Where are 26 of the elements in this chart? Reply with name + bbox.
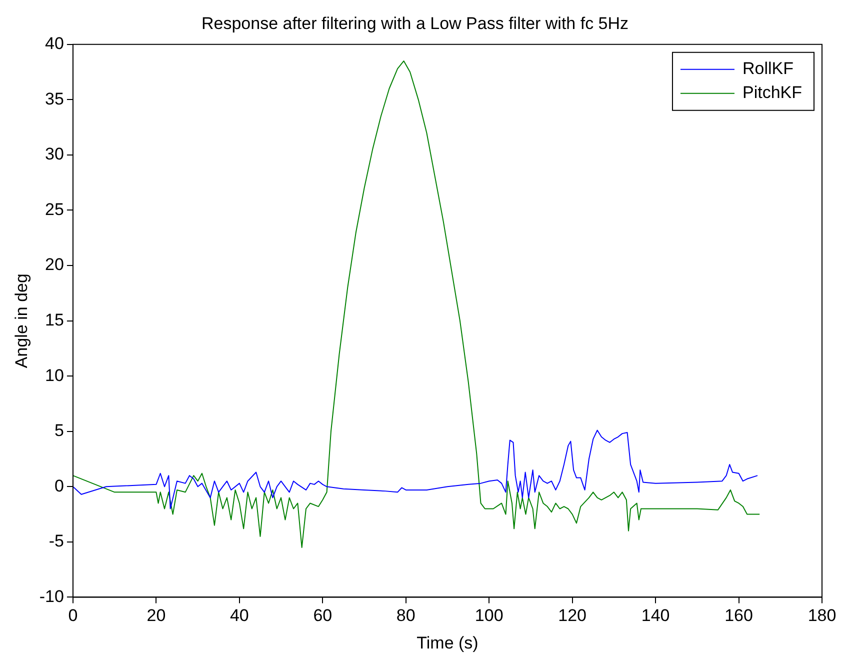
y-tick-label: 5 — [54, 421, 64, 440]
x-tick-label: 20 — [146, 606, 166, 626]
y-tick-label: 0 — [54, 476, 64, 496]
x-axis-title: Time (s) — [416, 633, 478, 652]
y-tick-label: -5 — [48, 532, 64, 551]
x-tick-label: 40 — [230, 606, 249, 626]
x-tick-label: 140 — [641, 606, 670, 626]
y-tick-label: 10 — [45, 366, 64, 385]
y-tick-label: 15 — [45, 310, 64, 330]
y-tick-label: 30 — [45, 144, 64, 164]
x-tick-label: 160 — [724, 606, 753, 626]
x-tick-label: 120 — [558, 606, 587, 626]
y-tick-label: 25 — [45, 200, 64, 219]
x-tick-label: 0 — [68, 606, 78, 626]
y-tick-label: 20 — [45, 255, 64, 274]
y-tick-label: -10 — [39, 586, 64, 606]
y-tick-label: 35 — [45, 89, 64, 108]
x-tick-label: 60 — [313, 606, 332, 626]
x-tick-label: 180 — [808, 606, 836, 626]
x-tick-label: 100 — [474, 606, 504, 626]
y-tick-label: 40 — [45, 34, 64, 54]
legend-label: PitchKF — [742, 83, 802, 102]
y-axis-title: Angle in deg — [12, 274, 31, 368]
legend-label: RollKF — [742, 59, 794, 78]
chart-title: Response after filtering with a Low Pass filter with fc 5Hz — [201, 14, 629, 33]
x-tick-label: 80 — [396, 606, 416, 626]
